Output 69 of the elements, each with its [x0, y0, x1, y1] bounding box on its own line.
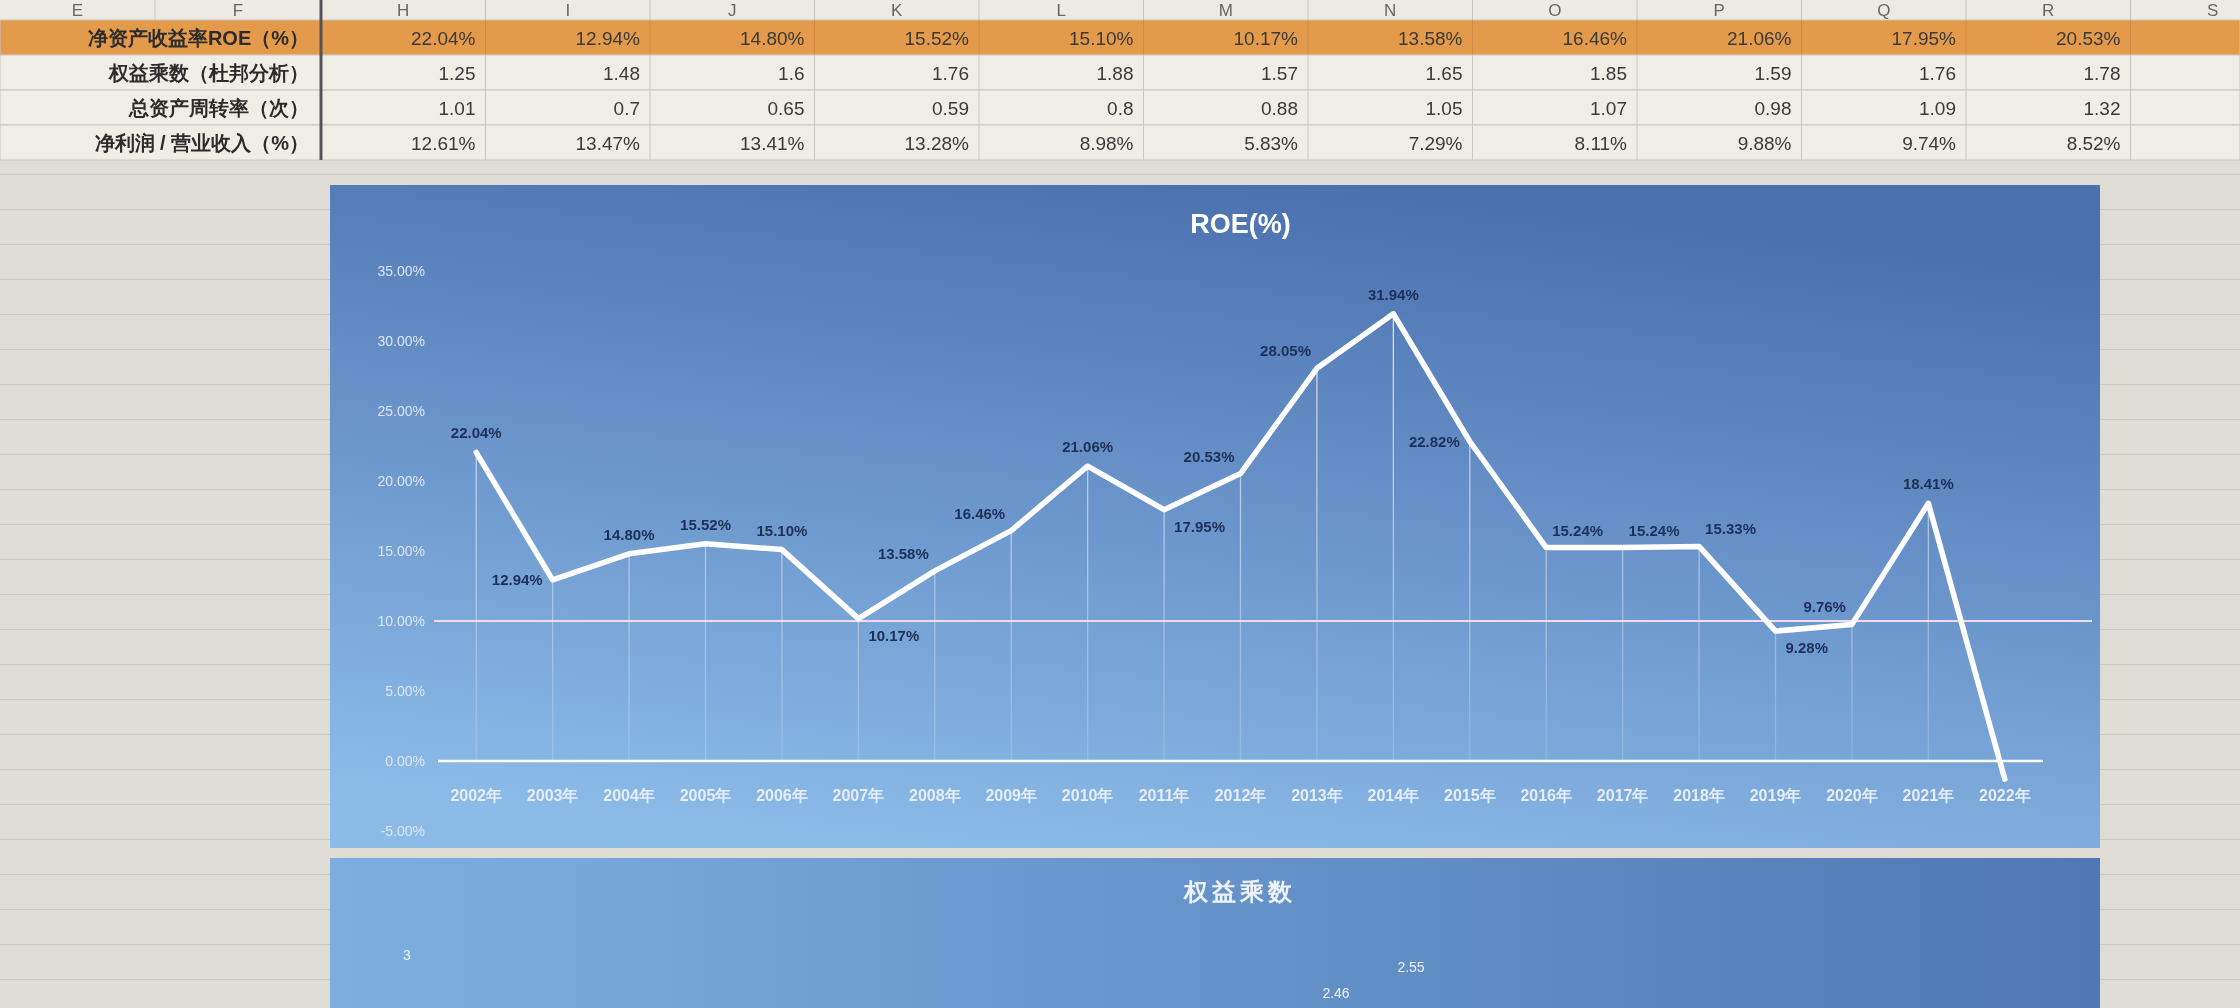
category-label: I	[565, 1, 571, 20]
y-tick-label: -5.00%	[380, 823, 425, 839]
category-label: F	[232, 1, 244, 20]
data-label: 31.94%	[1367, 285, 1419, 303]
data-label: 28.05%	[1260, 342, 1311, 360]
data-label: 22.04%	[450, 424, 502, 442]
x-tick-label: 2017年	[1596, 787, 1649, 804]
category-label: N	[1384, 1, 1397, 20]
data-label: 10.17%	[868, 626, 920, 644]
note: 2.55	[1397, 959, 1425, 975]
x-tick-label: 2005年	[679, 787, 732, 804]
y-tick-label: 20.00%	[377, 473, 425, 489]
data-label: 9.76%	[1803, 598, 1846, 616]
data-label: 18.41%	[1902, 475, 1954, 493]
category-label: S	[2207, 1, 2219, 20]
data-label: 20.53%	[1183, 447, 1235, 465]
x-tick-label: 2016年	[1520, 787, 1573, 804]
data-label: 9.28%	[1785, 639, 1829, 657]
category-label: M	[1218, 1, 1233, 20]
category-label: E	[71, 1, 84, 20]
note: 2.46	[1322, 985, 1350, 1001]
category-label: P	[1713, 1, 1725, 20]
data-label: 16.46%	[954, 504, 1006, 522]
category-label: Q	[1877, 1, 1891, 20]
x-tick-label: 2007年	[832, 787, 885, 804]
chart-title: ROE(%)	[1190, 209, 1291, 239]
x-tick-label: 2008年	[908, 787, 961, 804]
x-tick-label: 2004年	[603, 787, 655, 804]
y-tick-label: 0.00%	[385, 753, 425, 769]
x-tick-label: 2002年	[450, 787, 503, 804]
data-label: 17.95%	[1174, 517, 1225, 535]
y-tick-label: 15.00%	[377, 543, 425, 559]
category-label: K	[891, 1, 904, 20]
data-label: 15.24%	[1628, 521, 1680, 539]
category-label: H	[397, 1, 410, 20]
x-tick-label: 2013年	[1291, 787, 1343, 804]
x-tick-label: 2020年	[1826, 787, 1878, 804]
data-label: 15.52%	[680, 515, 731, 533]
x-tick-label: 2006年	[756, 787, 808, 804]
data-label: 14.80%	[603, 525, 655, 543]
data-label: 12.94%	[491, 570, 543, 588]
x-tick-label: 2018年	[1673, 787, 1725, 804]
data-label: 15.33%	[1705, 520, 1756, 538]
y-tick-label: 30.00%	[377, 333, 425, 349]
y-tick-label: 35.00%	[377, 263, 425, 279]
x-tick-label: 2015年	[1443, 787, 1496, 804]
y-tick-label: 10.00%	[377, 613, 425, 629]
x-tick-label: 2012年	[1214, 787, 1267, 804]
note: 3	[403, 947, 411, 963]
y-tick-label: 5.00%	[385, 683, 425, 699]
text: 权益乘数	[1183, 878, 1296, 905]
data-label: 15.10%	[756, 521, 808, 539]
data-label: 21.06%	[1062, 438, 1114, 456]
x-tick-label: 2019年	[1749, 787, 1802, 804]
x-tick-label: 2009年	[985, 787, 1038, 804]
category-label: L	[1056, 1, 1066, 20]
category-label: O	[1548, 1, 1562, 20]
x-tick-label: 2003年	[526, 787, 579, 804]
category-label: J	[728, 1, 737, 20]
data-label: 15.24%	[1552, 521, 1604, 539]
x-tick-label: 2022年	[1978, 787, 2031, 804]
y-tick-label: 25.00%	[377, 403, 425, 419]
x-tick-label: 2011年	[1138, 787, 1190, 804]
category-label: R	[2042, 1, 2055, 20]
data-label: 22.82%	[1408, 432, 1460, 450]
x-tick-label: 2010年	[1061, 787, 1114, 804]
x-tick-label: 2014年	[1367, 787, 1420, 804]
data-label: 13.58%	[877, 544, 929, 562]
x-tick-label: 2021年	[1902, 787, 1955, 804]
